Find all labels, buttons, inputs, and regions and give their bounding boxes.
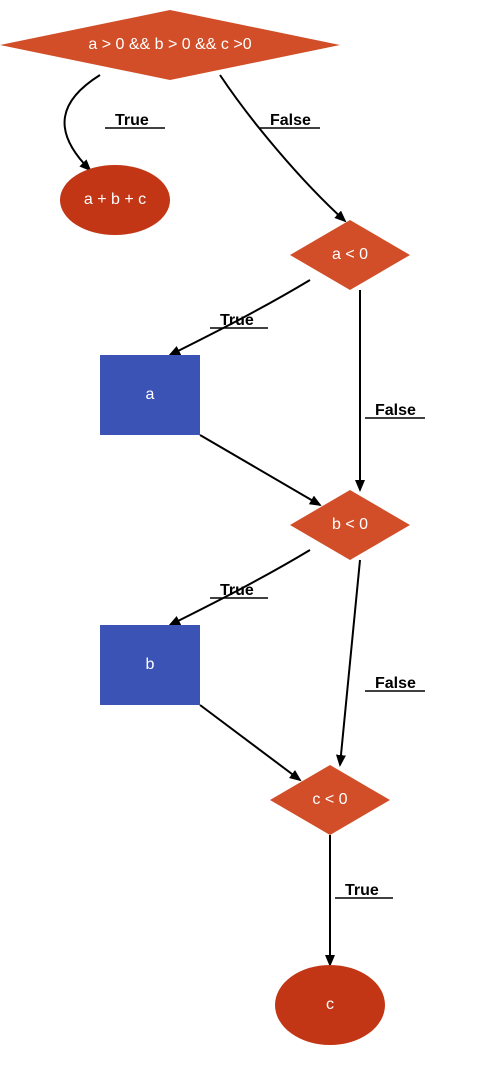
node-label-d1: a < 0 bbox=[332, 246, 368, 263]
edge-d1_r1: True bbox=[170, 280, 310, 355]
node-d0: a > 0 && b > 0 && c >0 bbox=[0, 10, 340, 80]
node-r1: a bbox=[100, 355, 200, 435]
edge-d0_e0: True bbox=[65, 75, 165, 170]
node-label-d0: a > 0 && b > 0 && c >0 bbox=[88, 36, 251, 53]
node-label-e0: a + b + c bbox=[84, 191, 146, 208]
edge-label-d2_d3: False bbox=[375, 675, 416, 692]
edge-label-d1_r1: True bbox=[220, 312, 254, 329]
node-d2: b < 0 bbox=[290, 490, 410, 560]
node-label-d2: b < 0 bbox=[332, 516, 368, 533]
edge-label-d0_e0: True bbox=[115, 112, 149, 129]
node-label-d3: c < 0 bbox=[312, 791, 347, 808]
flowchart-canvas: True False True False True False True a > 0 && … bbox=[0, 0, 500, 1080]
node-label-e1: c bbox=[326, 996, 334, 1013]
edge-d1_d2: False bbox=[360, 290, 425, 490]
edge-d3_e1: True bbox=[330, 835, 393, 965]
node-d1: a < 0 bbox=[290, 220, 410, 290]
node-e0: a + b + c bbox=[60, 165, 170, 235]
edge-d0_d1: False bbox=[220, 75, 345, 221]
node-label-r1: a bbox=[146, 386, 155, 403]
node-r2: b bbox=[100, 625, 200, 705]
edge-d2_r2: True bbox=[170, 550, 310, 625]
node-e1: c bbox=[275, 965, 385, 1045]
edge-d2_d3: False bbox=[340, 560, 425, 765]
edge-label-d0_d1: False bbox=[270, 112, 311, 129]
edge-r1_d2 bbox=[200, 435, 320, 505]
edge-label-d1_d2: False bbox=[375, 402, 416, 419]
node-label-r2: b bbox=[146, 656, 155, 673]
edge-label-d3_e1: True bbox=[345, 882, 379, 899]
node-d3: c < 0 bbox=[270, 765, 390, 835]
edge-r2_d3 bbox=[200, 705, 300, 780]
edge-label-d2_r2: True bbox=[220, 582, 254, 599]
